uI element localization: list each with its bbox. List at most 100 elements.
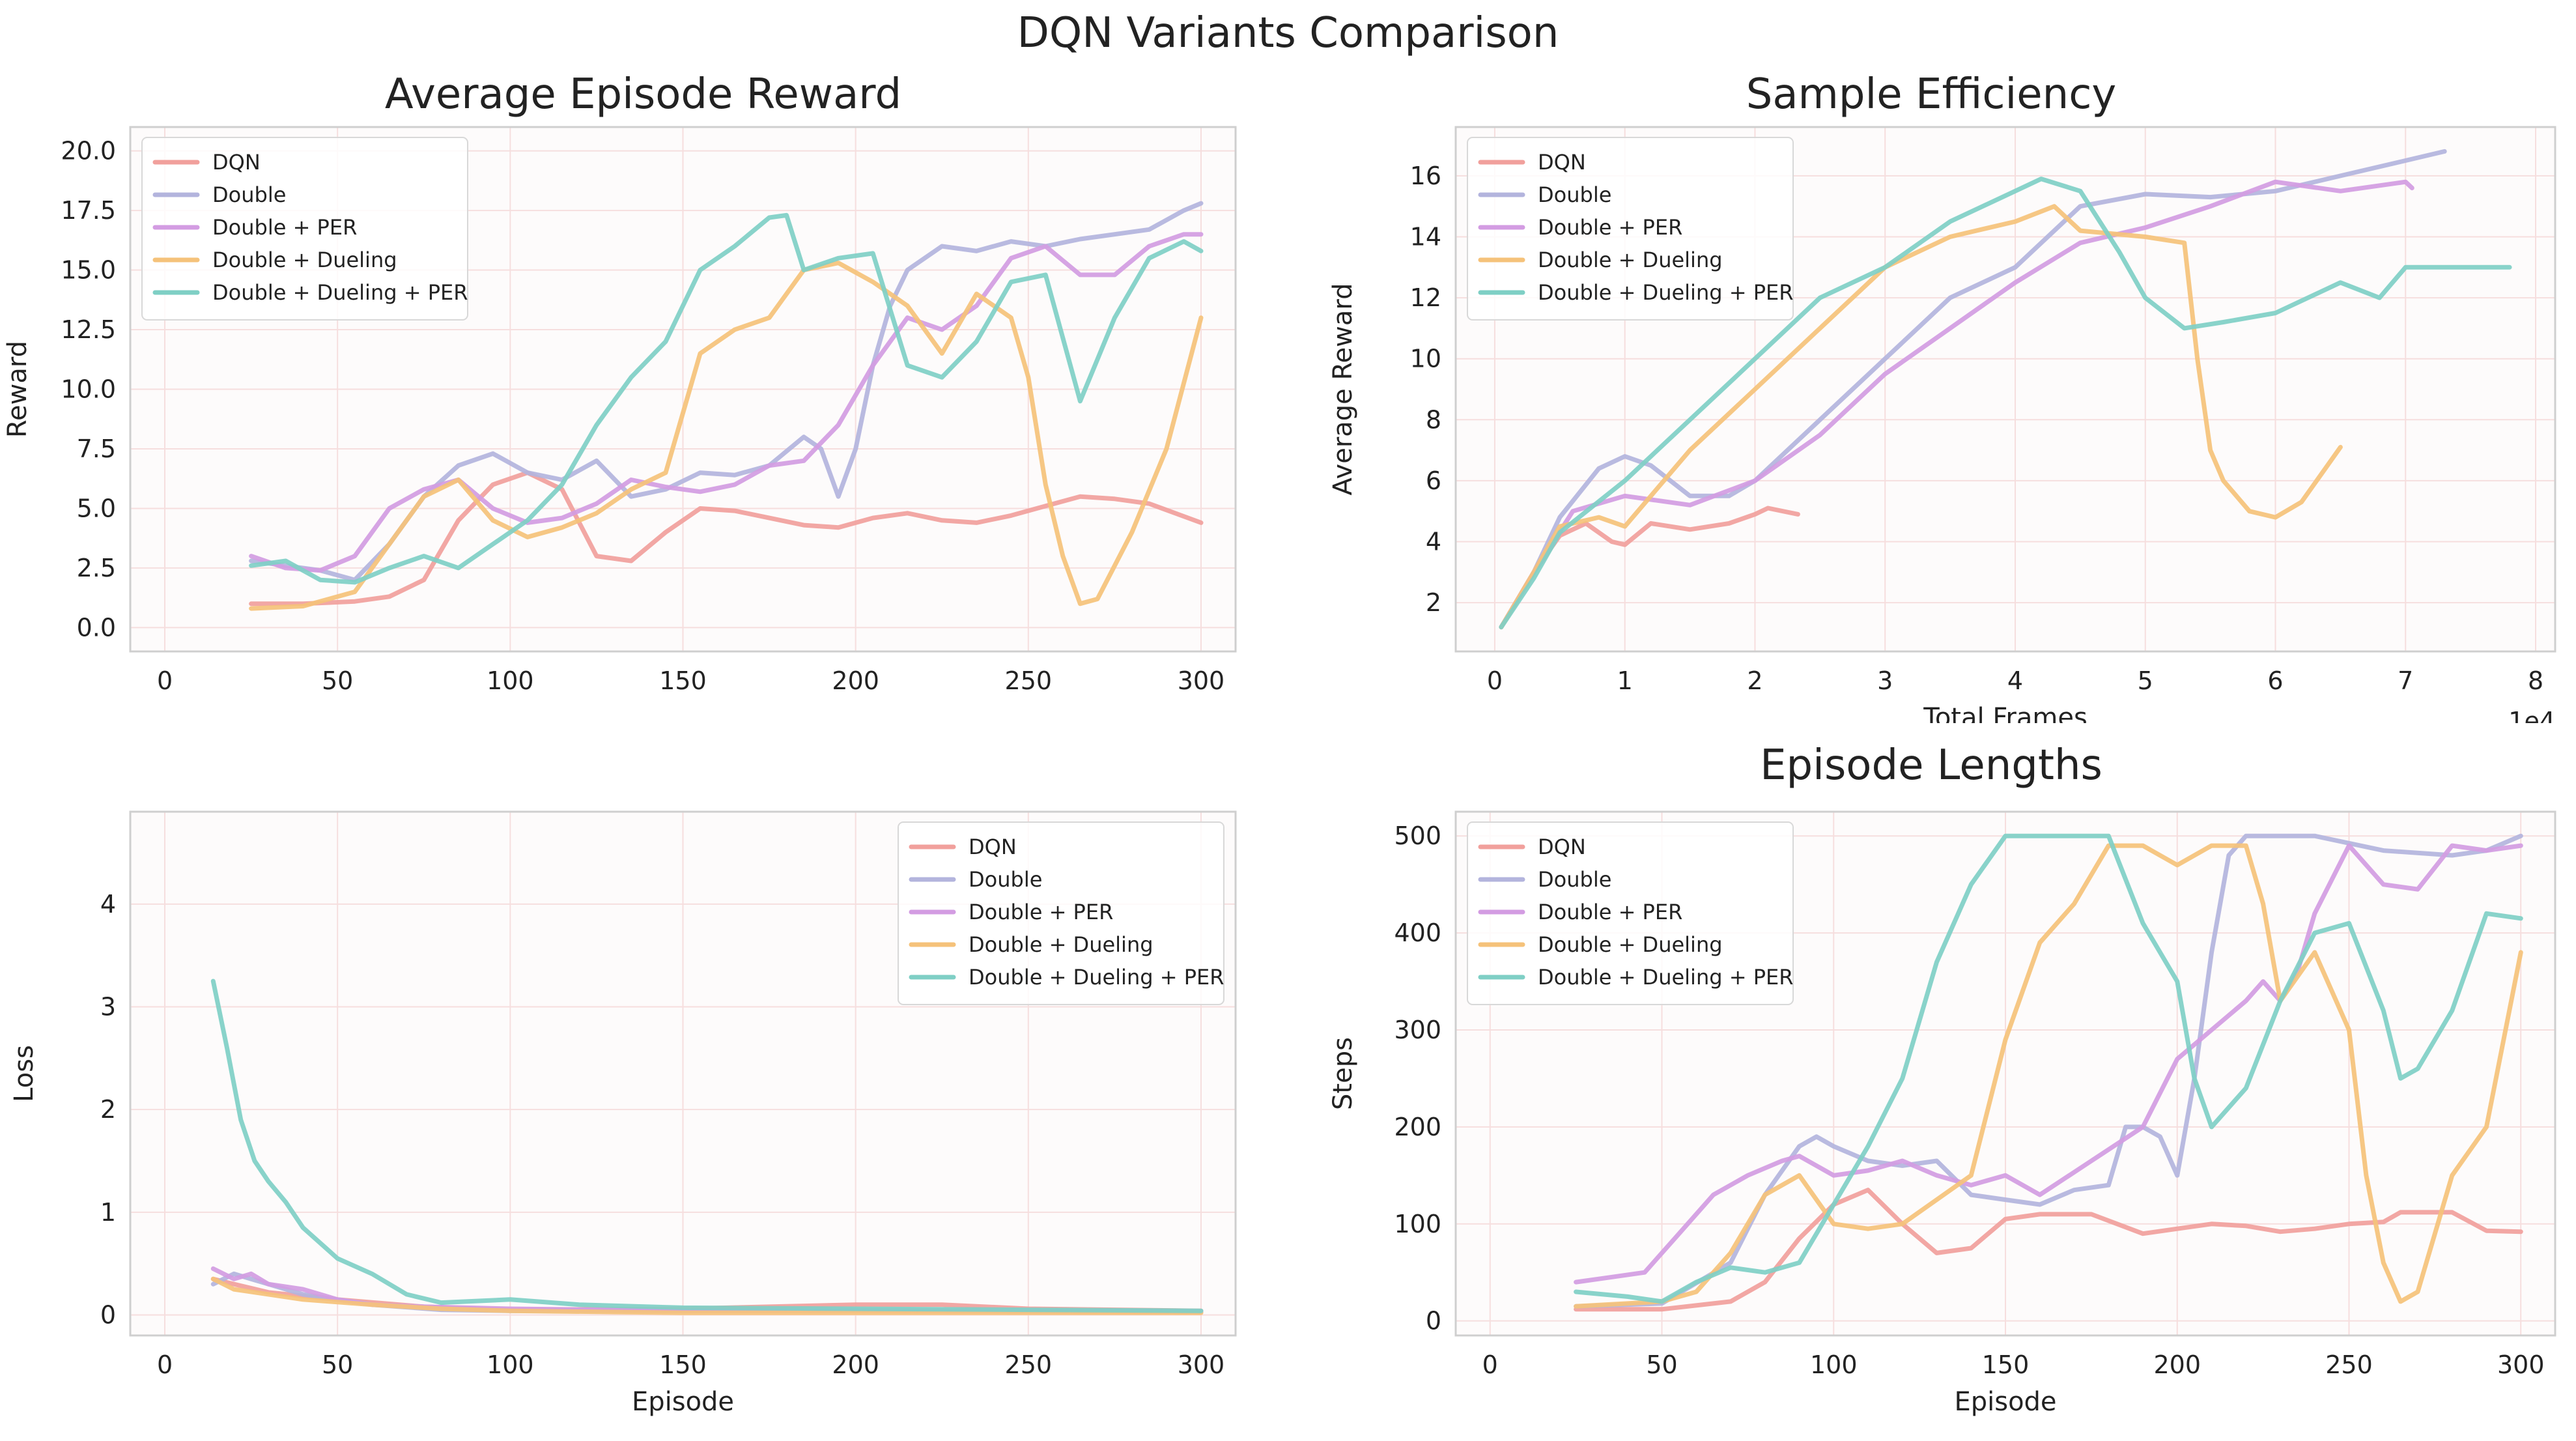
- y-tick-label: 10: [1410, 345, 1441, 373]
- chart-svg-loss: 0 50 100 150 200 250 300 0 1 2 3 4 Episode Loss DQN Dou…: [9, 810, 1237, 1417]
- legend-label: Double + PER: [212, 215, 357, 240]
- x-tick-label: 50: [322, 1350, 353, 1379]
- x-tick-label: 0: [1482, 1350, 1498, 1379]
- chart-title: Average Episode Reward: [384, 70, 902, 119]
- x-tick-label: 150: [659, 1350, 707, 1379]
- series-line-double-dueling-per: [1499, 177, 2512, 630]
- y-tick-label: 4: [1426, 528, 1441, 556]
- series-line-double: [1574, 833, 2523, 1309]
- x-tick-label: 200: [832, 666, 879, 695]
- y-tick-label: 400: [1394, 919, 1441, 947]
- x-tick-label: 100: [1810, 1350, 1858, 1379]
- x-axis-label: Episode: [632, 1387, 734, 1417]
- x-tick-label: 7: [2398, 666, 2413, 695]
- legend-box: [898, 821, 1224, 1005]
- x-tick-label: 50: [1646, 1350, 1677, 1379]
- y-axis-label: Steps: [1328, 1037, 1358, 1110]
- y-tick-label: 6: [1426, 466, 1441, 495]
- series-line-double-per: [249, 232, 1204, 573]
- x-tick-label: 300: [2497, 1350, 2545, 1379]
- legend-label: Double + Dueling + PER: [1538, 965, 1793, 990]
- legend-box: [1467, 821, 1794, 1005]
- series-line-double-dueling: [1574, 843, 2523, 1309]
- series-line-double: [1499, 149, 2447, 630]
- series-line-double-dueling-per: [210, 978, 1204, 1313]
- x-tick-label: 150: [659, 666, 707, 695]
- legend-label: DQN: [212, 150, 261, 175]
- plot-frame: [129, 810, 1237, 1337]
- x-tick-label: 4: [2007, 666, 2023, 695]
- panel-loss: 0 50 100 150 200 250 300 0 1 2 3 4 Episode Loss DQN Dou…: [0, 749, 1286, 1438]
- x-tick-label: 250: [1005, 1350, 1053, 1379]
- chart-svg-lengths: 0 50 100 150 200 250 300 0 100 200 300 400 500 Episod…: [1328, 810, 2556, 1417]
- legend-label: Double + Dueling + PER: [212, 280, 468, 305]
- legend-label: Double + Dueling + PER: [1538, 280, 1793, 305]
- y-tick-label: 16: [1410, 162, 1441, 190]
- y-tick-label: 0: [1426, 1307, 1441, 1335]
- y-tick-label: 14: [1410, 222, 1441, 251]
- legend-label: DQN: [969, 835, 1017, 859]
- legend-label: DQN: [1538, 150, 1586, 175]
- y-tick-label: 100: [1394, 1210, 1441, 1238]
- y-axis-label: Loss: [9, 1045, 39, 1102]
- x-tick-label: 250: [2325, 1350, 2373, 1379]
- y-tick-label: 500: [1394, 821, 1441, 850]
- legend-box: [141, 137, 468, 321]
- y-tick-label: 12.5: [61, 315, 116, 344]
- x-axis-label: Total Frames: [1923, 703, 2088, 723]
- legend-label: Double + Dueling + PER: [969, 965, 1224, 990]
- y-tick-label: 300: [1394, 1016, 1441, 1044]
- y-tick-label: 2: [100, 1095, 116, 1124]
- plot-frame: [1454, 810, 2556, 1337]
- legend-label: Double + Dueling: [1538, 932, 1723, 957]
- figure-suptitle: DQN Variants Comparison: [1017, 9, 1559, 57]
- series-line-double-dueling-per: [249, 212, 1204, 585]
- plot-frame: [1454, 126, 2556, 653]
- legend-label: Double + Dueling: [212, 248, 397, 272]
- chart-svg-reward: 0 50 100 150 200 250 300 0.0 2.5 5.0 7.5 10.0 12.5 15…: [3, 126, 1237, 695]
- x-tick-label: 300: [1178, 666, 1225, 695]
- y-axis-label: Average Reward: [1328, 283, 1358, 496]
- legend-label: Double + Dueling: [969, 932, 1154, 957]
- y-tick-label: 15.0: [61, 256, 116, 285]
- panel-episode-lengths: Episode Lengths 0 50 100 150 200 250 300 0 100 20…: [1286, 741, 2576, 1438]
- series-line-double-dueling: [249, 261, 1204, 611]
- panel-sample-efficiency: Sample Efficiency 0 1 2 3 4 5 6 7 8 2 4 6 8 10 12 14 16 1…: [1286, 65, 2576, 735]
- y-tick-label: 8: [1426, 405, 1441, 434]
- y-tick-label: 17.5: [61, 196, 116, 225]
- series-line-dqn: [1574, 1188, 2523, 1312]
- x-tick-label: 150: [1982, 1350, 2030, 1379]
- x-tick-label: 2: [1747, 666, 1762, 695]
- x-tick-label: 0: [157, 1350, 173, 1379]
- y-tick-label: 12: [1410, 283, 1441, 312]
- chart-title: Sample Efficiency: [1746, 70, 2117, 119]
- legend-label: Double + PER: [1538, 215, 1682, 240]
- x-tick-label: 0: [157, 666, 173, 695]
- y-tick-label: 4: [100, 890, 116, 919]
- y-tick-label: 0.0: [77, 613, 116, 642]
- x-tick-label: 100: [487, 666, 534, 695]
- y-tick-label: 7.5: [77, 435, 116, 463]
- x-offset-label: 1e4: [2508, 707, 2555, 723]
- legend-box: [1467, 137, 1794, 321]
- y-tick-label: 200: [1394, 1113, 1441, 1141]
- x-tick-label: 5: [2138, 666, 2153, 695]
- y-tick-label: 5.0: [77, 494, 116, 522]
- legend-label: Double: [1538, 182, 1611, 207]
- y-tick-label: 10.0: [61, 375, 116, 404]
- x-axis-label: Episode: [1954, 1387, 2056, 1417]
- y-tick-label: 2.5: [77, 554, 116, 582]
- x-tick-label: 200: [832, 1350, 879, 1379]
- legend-label: Double: [1538, 867, 1611, 892]
- legend-label: Double + PER: [969, 900, 1113, 924]
- x-tick-label: 0: [1487, 666, 1503, 695]
- series-line-double-per: [1499, 179, 2414, 630]
- legend-label: Double + Dueling: [1538, 248, 1723, 272]
- y-tick-label: 0: [100, 1300, 116, 1329]
- legend-label: Double: [212, 182, 286, 207]
- y-tick-label: 20.0: [61, 137, 116, 165]
- chart-title: Episode Lengths: [1760, 741, 2102, 790]
- series-line-double-dueling: [210, 1276, 1204, 1315]
- x-tick-label: 200: [2153, 1350, 2201, 1379]
